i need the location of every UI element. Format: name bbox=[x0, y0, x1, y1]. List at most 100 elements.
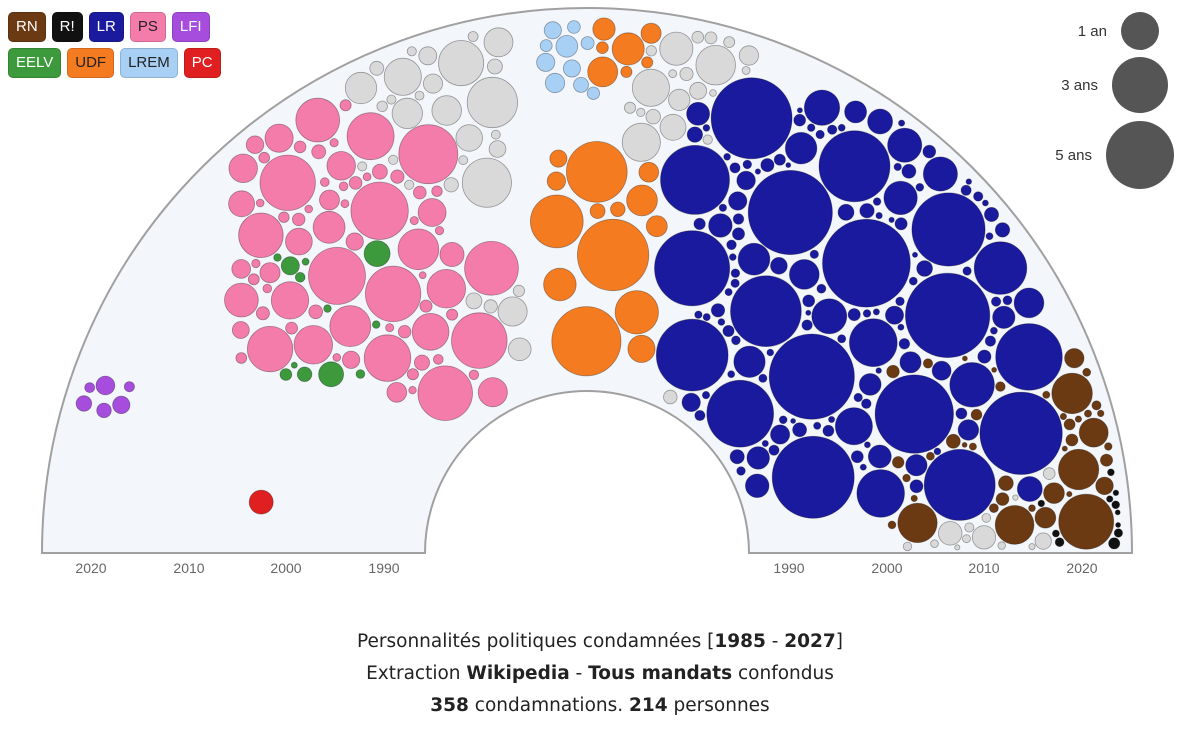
bubble-ps[interactable] bbox=[224, 282, 259, 318]
bubble-ps[interactable] bbox=[329, 305, 372, 348]
bubble-lr[interactable] bbox=[736, 170, 756, 191]
bubble-lr[interactable] bbox=[822, 218, 911, 308]
bubble-other[interactable] bbox=[971, 525, 997, 550]
bubble-other[interactable] bbox=[486, 58, 503, 75]
bubble-lr[interactable] bbox=[758, 373, 768, 383]
bubble-lr[interactable] bbox=[909, 479, 924, 494]
bubble-ps[interactable] bbox=[255, 198, 265, 208]
bubble-other[interactable] bbox=[483, 299, 498, 314]
bubble-lr[interactable] bbox=[875, 212, 883, 220]
bubble-other[interactable] bbox=[704, 31, 718, 45]
bubble-ps[interactable] bbox=[345, 232, 364, 251]
bubble-rn[interactable] bbox=[886, 364, 900, 379]
bubble-udf[interactable] bbox=[576, 218, 650, 292]
bubble-ps[interactable] bbox=[308, 304, 324, 320]
bubble-ps[interactable] bbox=[468, 369, 480, 381]
bubble-ps[interactable] bbox=[340, 199, 350, 209]
bubble-ps[interactable] bbox=[362, 172, 372, 182]
bubble-lr[interactable] bbox=[742, 159, 753, 170]
bubble-ps[interactable] bbox=[397, 325, 412, 339]
bubble-lr[interactable] bbox=[898, 338, 911, 350]
bubble-lr[interactable] bbox=[885, 305, 905, 325]
bubble-other[interactable] bbox=[902, 541, 913, 552]
bubble-ps[interactable] bbox=[364, 265, 422, 322]
bubble-lr[interactable] bbox=[905, 454, 928, 477]
bubble-lr[interactable] bbox=[949, 362, 995, 408]
bubble-lr[interactable] bbox=[818, 130, 891, 203]
bubble-other[interactable] bbox=[663, 389, 678, 405]
bubble-lr[interactable] bbox=[815, 129, 825, 140]
bubble-udf[interactable] bbox=[626, 184, 658, 217]
bubble-lr[interactable] bbox=[771, 435, 855, 519]
bubble-lr[interactable] bbox=[730, 275, 802, 348]
bubble-lr[interactable] bbox=[904, 272, 991, 358]
bubble-rn[interactable] bbox=[1096, 409, 1105, 418]
bubble-lr[interactable] bbox=[957, 419, 980, 441]
bubble-other[interactable] bbox=[418, 46, 438, 66]
bubble-other[interactable] bbox=[357, 161, 368, 172]
bubble-ps[interactable] bbox=[412, 185, 427, 200]
bubble-other[interactable] bbox=[723, 36, 736, 48]
bubble-ps[interactable] bbox=[363, 334, 412, 382]
bubble-lr[interactable] bbox=[728, 253, 737, 261]
bubble-lr[interactable] bbox=[901, 163, 917, 179]
bubble-lr[interactable] bbox=[768, 444, 780, 456]
bubble-ps[interactable] bbox=[259, 154, 316, 211]
bubble-lr[interactable] bbox=[681, 392, 701, 412]
bubble-other[interactable] bbox=[376, 100, 388, 113]
bubble-other[interactable] bbox=[383, 57, 422, 96]
bubble-lr[interactable] bbox=[862, 309, 872, 318]
bubble-lr[interactable] bbox=[872, 197, 882, 206]
bubble-rn[interactable] bbox=[1082, 367, 1092, 377]
bubble-ps[interactable] bbox=[270, 281, 310, 320]
bubble-lr[interactable] bbox=[802, 294, 816, 308]
bubble-other[interactable] bbox=[1012, 494, 1019, 501]
bubble-lrem[interactable] bbox=[580, 36, 595, 50]
bubble-ps[interactable] bbox=[278, 211, 290, 223]
bubble-lr[interactable] bbox=[660, 144, 730, 215]
bubble-other[interactable] bbox=[466, 76, 518, 129]
bubble-lr[interactable] bbox=[770, 424, 791, 445]
bubble-udf[interactable] bbox=[565, 141, 628, 203]
bubble-eelv[interactable] bbox=[301, 257, 310, 266]
bubble-ps[interactable] bbox=[418, 271, 427, 280]
bubble-ps[interactable] bbox=[408, 386, 417, 395]
bubble-ps[interactable] bbox=[390, 169, 405, 184]
bubble-ps[interactable] bbox=[255, 306, 270, 321]
bubble-lr[interactable] bbox=[773, 153, 786, 166]
bubble-lr[interactable] bbox=[908, 276, 918, 286]
bubble-ps[interactable] bbox=[385, 323, 395, 333]
bubble-lr[interactable] bbox=[784, 131, 818, 165]
bubble-lr[interactable] bbox=[746, 446, 770, 470]
bubble-ps[interactable] bbox=[311, 144, 327, 160]
bubble-rn[interactable] bbox=[1061, 445, 1068, 452]
bubble-rn[interactable] bbox=[1058, 448, 1100, 491]
bubble-lr[interactable] bbox=[736, 466, 746, 476]
bubble-lrem[interactable] bbox=[543, 21, 562, 40]
bubble-lfi[interactable] bbox=[95, 375, 116, 396]
bubble-other[interactable] bbox=[1034, 532, 1052, 550]
bubble-lfi[interactable] bbox=[123, 381, 135, 393]
bubble-udf[interactable] bbox=[627, 334, 656, 363]
bubble-lr[interactable] bbox=[933, 447, 942, 456]
bubble-eelv[interactable] bbox=[294, 271, 306, 283]
bubble-rn[interactable] bbox=[968, 442, 977, 451]
bubble-lr[interactable] bbox=[887, 127, 923, 163]
bubble-udf[interactable] bbox=[610, 201, 626, 218]
bubble-udf[interactable] bbox=[611, 32, 645, 66]
bubble-ps[interactable] bbox=[338, 181, 349, 192]
bubble-ps[interactable] bbox=[446, 308, 459, 321]
bubble-lr[interactable] bbox=[960, 184, 972, 196]
bubble-rx[interactable] bbox=[1113, 528, 1124, 538]
bubble-ps[interactable] bbox=[293, 325, 333, 365]
bubble-rn[interactable] bbox=[998, 475, 1014, 492]
bubble-ps[interactable] bbox=[426, 269, 466, 309]
bubble-lr[interactable] bbox=[827, 124, 838, 135]
bubble-other[interactable] bbox=[738, 45, 760, 66]
bubble-other[interactable] bbox=[981, 513, 992, 523]
bubble-lr[interactable] bbox=[737, 242, 771, 276]
bubble-lr[interactable] bbox=[898, 119, 906, 127]
bubble-udf[interactable] bbox=[589, 203, 606, 220]
bubble-lr[interactable] bbox=[861, 398, 872, 409]
bubble-lr[interactable] bbox=[745, 473, 770, 499]
